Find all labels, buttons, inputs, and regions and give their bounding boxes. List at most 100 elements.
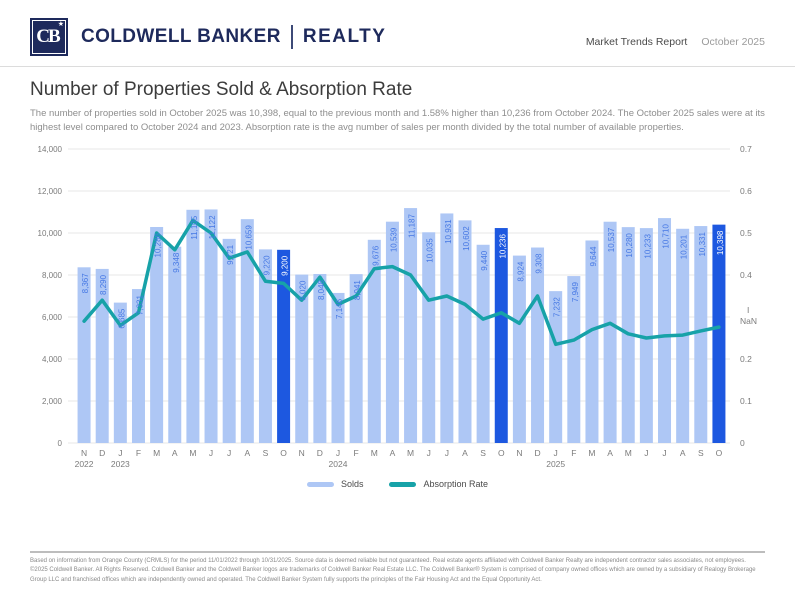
solds-swatch [306,481,334,487]
right-axis-tick: 0.2 [740,354,752,364]
bar-J-19 [422,232,436,444]
properties-sold-absorption-chart: 0 2,000 4,000 6,000 8,000 10,000 12,000 14,000 0… [0,139,795,471]
x-axis-month: N [516,448,522,458]
bar-O-11 [277,250,291,444]
absorption-rate-swatch [389,481,417,487]
x-axis-month: S [480,448,486,458]
x-axis-month: M [588,448,595,458]
bar-D-25 [531,247,545,444]
page: CB ★ COLDWELL BANKER REALTY Market Trend… [0,18,795,583]
x-axis-month: F [571,448,576,458]
bar-A-21 [458,220,472,444]
x-axis-month: O [280,448,287,458]
report-meta: Market Trends Report October 2025 [586,36,765,48]
bar-S-22 [476,245,490,444]
bar-value-label: 10,931 [444,219,453,244]
bar-D-1 [95,269,109,444]
brand-divider [290,25,293,49]
x-axis-month: O [716,448,723,458]
x-axis-month: M [189,448,196,458]
disclaimer-text: Based on information from Orange County … [30,558,756,583]
x-axis-year: 2024 [329,459,348,469]
x-axis-month: J [227,448,231,458]
bar-J-31 [639,228,653,444]
bar-O-35 [712,224,726,444]
x-axis-month: F [136,448,141,458]
right-axis-tick: 0.5 [740,228,752,238]
bar-N-0 [77,267,91,444]
bar-S-34 [694,226,708,444]
x-axis-month: M [371,448,378,458]
x-axis-month: J [209,448,213,458]
bar-J-32 [658,218,672,444]
bar-value-label: 10,659 [244,225,253,250]
brand: CB ★ COLDWELL BANKER REALTY [30,18,386,56]
x-axis-month: D [99,448,105,458]
brand-text: COLDWELL BANKER REALTY [81,25,386,49]
bar-value-label: 8,048 [317,280,326,301]
right-axis-tick: 0.1 [740,396,752,406]
bar-value-label: 10,710 [662,224,671,249]
bar-value-label: 10,602 [462,226,471,251]
bar-F-3 [131,289,145,444]
bar-O-23 [494,228,508,444]
bar-value-label: 7,949 [571,282,580,303]
x-axis-month: A [390,448,396,458]
x-axis-month: A [172,448,178,458]
chart-canvas: 0 2,000 4,000 6,000 8,000 10,000 12,000 14,000 0… [38,144,757,469]
bar-value-label: 9,644 [589,246,598,267]
right-axis-tick: 0.7 [740,144,752,154]
x-axis-month: M [153,448,160,458]
bar-value-label: 8,290 [99,275,108,296]
x-axis-year: 2022 [75,459,94,469]
x-axis-month: D [534,448,540,458]
x-axis-month: A [680,448,686,458]
star-icon: ★ [57,21,64,28]
bar-value-label: 10,331 [698,232,707,257]
x-axis-month: J [644,448,648,458]
bar-J-7 [204,209,218,444]
bar-value-label: 9,721 [226,245,235,266]
bar-N-12 [295,274,309,444]
bar-value-label: 8,924 [516,261,525,282]
left-axis-tick: 4,000 [42,355,63,364]
x-axis-month: J [118,448,122,458]
x-axis-month: J [554,448,558,458]
bar-value-label: 7,146 [335,299,344,320]
x-axis-year: 2023 [111,459,130,469]
bar-value-label: 6,685 [117,308,126,329]
bar-value-label: 10,398 [716,230,725,255]
left-axis-tick: 14,000 [38,145,63,154]
coldwell-banker-logo: CB ★ [30,18,68,56]
bar-value-label: 9,308 [535,253,544,274]
bar-value-label: 10,035 [426,238,435,263]
bar-S-10 [258,249,272,444]
bar-F-15 [349,274,363,444]
bar-value-label: 10,286 [154,233,163,258]
bar-value-label: 10,539 [389,227,398,252]
x-axis-month: N [81,448,87,458]
right-axis-tick: 0 [740,438,745,448]
bar-M-6 [186,210,200,444]
x-axis-month: J [445,448,449,458]
bar-M-28 [585,240,599,444]
right-axis-tick: 0.4 [740,270,752,280]
chart-description: The number of properties sold in October… [30,107,765,134]
bar-value-label: 8,041 [353,280,362,301]
bar-M-18 [404,208,418,444]
left-axis-tick: 12,000 [38,187,63,196]
bar-D-13 [313,274,327,444]
left-axis-tick: 10,000 [38,229,63,238]
x-axis-month: J [427,448,431,458]
solds-label: Solds [340,479,364,490]
bar-value-label: 8,367 [81,273,90,294]
x-axis-month: M [625,448,632,458]
x-axis-month: A [244,448,250,458]
bar-A-9 [240,219,254,444]
left-axis-tick: 2,000 [42,397,63,406]
bar-value-label: 9,348 [172,252,181,273]
chart-legend: Solds Absorption Rate [0,479,795,489]
bar-M-16 [367,240,381,444]
bar-A-17 [385,221,399,444]
bar-value-label: 10,280 [625,233,634,258]
